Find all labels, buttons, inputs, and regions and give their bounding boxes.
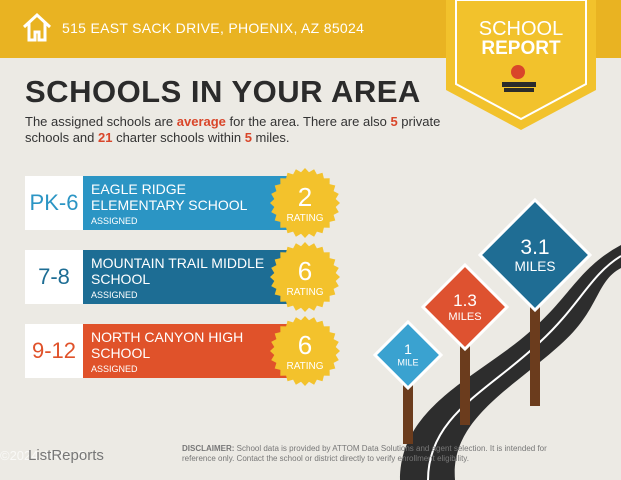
school-name: EAGLE RIDGE ELEMENTARY SCHOOL — [91, 181, 248, 213]
sign — [477, 197, 593, 313]
disclaimer: DISCLAIMER: School data is provided by A… — [182, 444, 582, 464]
sign-value: 3.1 — [520, 236, 549, 259]
sign-post — [403, 384, 413, 444]
school-status: ASSIGNED — [91, 364, 138, 374]
disclaimer-label: DISCLAIMER: — [182, 444, 235, 453]
rating-label: RATING — [286, 287, 323, 298]
sign-value: 1 — [404, 341, 412, 357]
rating-label: RATING — [286, 361, 323, 372]
school-status: ASSIGNED — [91, 216, 138, 226]
summary-rating: average — [176, 114, 226, 129]
rating: 2 — [298, 182, 312, 212]
sign-unit: MILE — [397, 358, 418, 368]
logo: ListReports — [28, 447, 104, 464]
sign — [420, 262, 510, 352]
sign-value: 1.3 — [453, 291, 477, 310]
title: SCHOOLS IN YOUR AREA — [25, 74, 421, 109]
sign-post — [460, 345, 470, 425]
school-status: ASSIGNED — [91, 290, 138, 300]
sign — [372, 319, 444, 391]
rating-label: RATING — [286, 213, 323, 224]
badge-line1: SCHOOL — [479, 18, 563, 40]
summary-text: for the area. There are also — [225, 114, 391, 129]
summary-count: 5 — [244, 130, 252, 145]
school-name: MOUNTAIN TRAIL MIDDLE SCHOOL — [91, 255, 265, 287]
starburst — [270, 316, 340, 386]
grade: 9-12 — [25, 324, 83, 378]
address: 515 EAST SACK DRIVE, PHOENIX, AZ 85024 — [62, 20, 365, 36]
summary-text: charter schools within — [112, 130, 245, 145]
school-name: NORTH CANYON HIGH SCHOOL — [91, 329, 244, 361]
starburst — [270, 242, 340, 312]
sign-unit: MILES — [515, 259, 556, 274]
home-icon — [22, 12, 52, 42]
school-row: 9-12 NORTH CANYON HIGH SCHOOL ASSIGNED 6 RAT… — [25, 316, 345, 386]
starburst — [270, 168, 340, 238]
school-row: PK-6 EAGLE RIDGE ELEMENTARY SCHOOL ASSIGNE… — [25, 168, 345, 238]
rating: 6 — [298, 256, 312, 286]
summary-text: The assigned schools are — [25, 114, 177, 129]
sign-post — [530, 306, 540, 406]
badge-line2: REPORT — [481, 38, 561, 59]
summary-text: miles. — [251, 130, 290, 145]
summary-count: 21 — [98, 130, 113, 145]
rating: 6 — [298, 330, 312, 360]
sign-unit: MILES — [448, 311, 481, 323]
school-row: 7-8 MOUNTAIN TRAIL MIDDLE SCHOOL ASSIGNED 6… — [25, 242, 345, 312]
badge: SCHOOL REPORT — [446, 0, 596, 130]
watermark: ©2024 ARMLS — [0, 448, 87, 463]
disclaimer-text: School data is provided by ATTOM Data So… — [182, 444, 547, 463]
grade: 7-8 — [25, 250, 83, 304]
grade: PK-6 — [25, 176, 83, 230]
summary-count: 5 — [390, 114, 398, 129]
summary: The assigned schools are average for the… — [25, 114, 445, 146]
summary-text: private schools and — [25, 114, 441, 145]
